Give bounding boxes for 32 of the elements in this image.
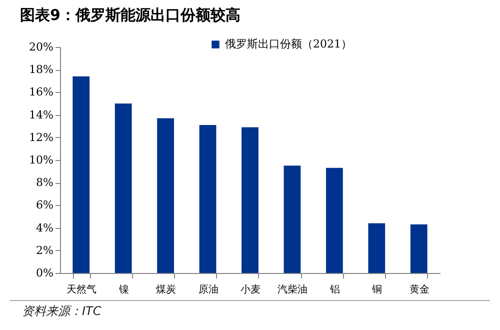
y-tick-label: 6% [36,198,54,212]
y-tick-label: 10% [29,154,54,166]
bar [114,104,132,273]
text: 资料来源：ITC [22,303,102,320]
x-tick-label: 原油 [198,284,218,296]
y-tick-label: 0% [36,266,54,280]
y-tick-label: 12% [29,130,54,144]
chart-title: 图表9：俄罗斯能源出口份额较高 [20,6,240,24]
legend-label: 俄罗斯出口份额（2021） [225,38,352,50]
bar [284,166,301,273]
bar [410,224,428,273]
x-tick-label: 煤炭 [156,284,176,296]
y-tick-label: 2% [36,244,54,257]
x-tick-label: 天然气 [66,284,97,296]
y-tick-label: 4% [36,221,54,234]
bar [72,76,90,273]
x-tick-label: 黄金 [409,284,430,296]
bar [157,118,174,273]
y-tick-label: 16% [29,86,54,99]
y-tick-label: 8% [36,176,54,190]
bar [199,124,216,273]
x-tick-label: 汽柴油 [278,284,308,296]
x-tick-label: 小麦 [240,284,260,296]
bar [242,127,258,273]
y-tick-label: 20% [29,40,54,54]
y-tick-label: 18% [29,63,54,76]
x-tick-label: 镍 [118,284,129,296]
bar [368,223,386,273]
x-tick-label: 铜 [371,284,382,296]
bar [326,168,343,273]
y-tick-label: 14% [29,108,54,122]
x-tick-label: 铝 [328,284,340,296]
